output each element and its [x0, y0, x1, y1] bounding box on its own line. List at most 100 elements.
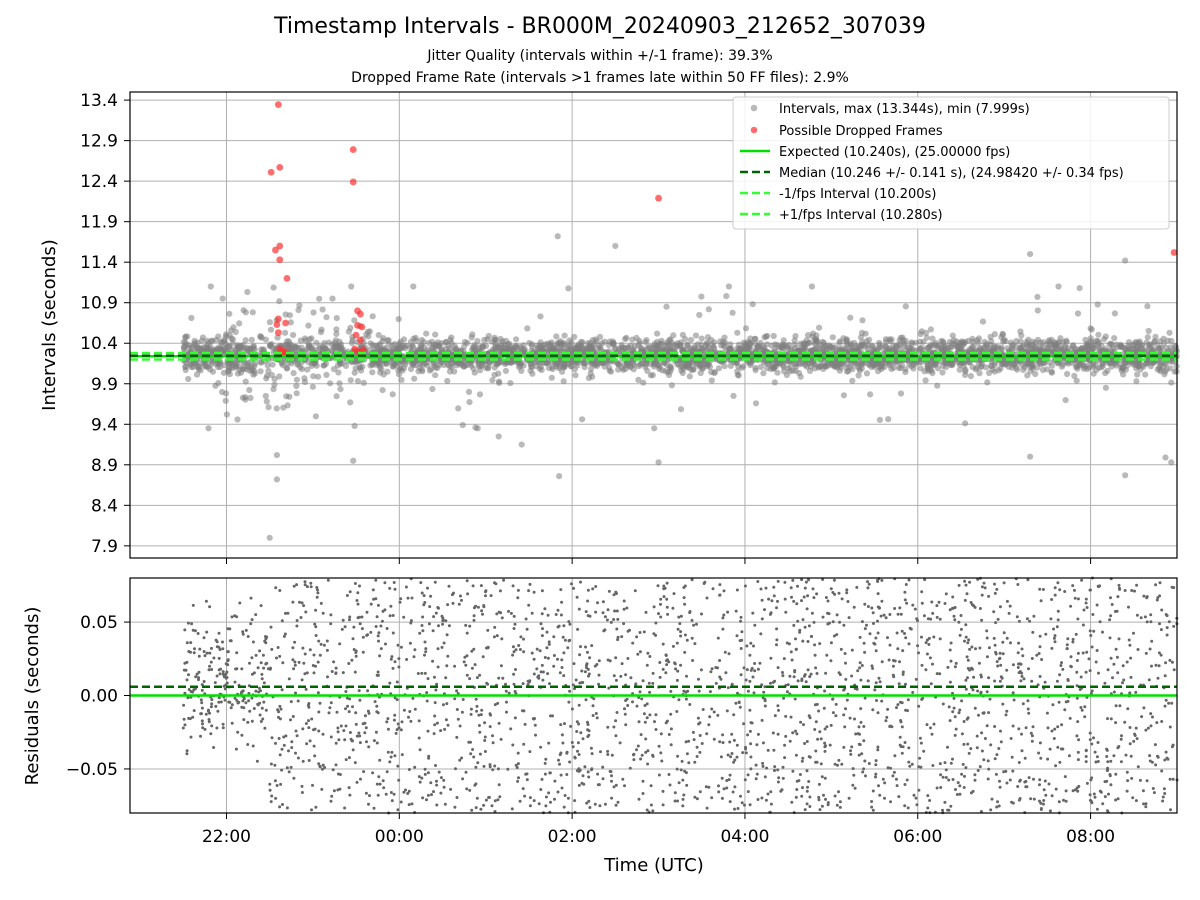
- residual-point: [278, 805, 282, 809]
- residual-point: [461, 777, 465, 781]
- residual-point: [644, 750, 648, 754]
- interval-point: [423, 330, 430, 337]
- residual-point: [866, 605, 870, 608]
- residual-point: [407, 768, 411, 771]
- residual-point: [187, 673, 190, 677]
- residual-point: [1107, 792, 1110, 796]
- interval-point: [296, 302, 303, 309]
- residual-point: [224, 662, 228, 666]
- residual-point: [568, 760, 572, 764]
- residual-point: [852, 605, 856, 609]
- residual-point: [242, 718, 246, 722]
- residual-point: [975, 746, 979, 750]
- residual-point: [273, 763, 277, 767]
- interval-point: [956, 366, 963, 373]
- residual-point: [304, 722, 308, 725]
- residual-point: [677, 781, 681, 785]
- interval-point: [757, 363, 765, 371]
- residual-point: [906, 698, 910, 702]
- residual-point: [546, 672, 550, 676]
- interval-point: [677, 363, 684, 370]
- residual-point: [575, 720, 579, 724]
- residual-point: [528, 804, 532, 808]
- dropped-frame-point: [272, 246, 279, 254]
- residual-point: [246, 720, 250, 724]
- residual-point: [1017, 619, 1021, 623]
- residual-point: [493, 625, 497, 629]
- interval-point: [390, 360, 397, 367]
- residual-point: [721, 733, 725, 737]
- residual-point: [1038, 634, 1042, 638]
- interval-point: [398, 376, 405, 383]
- residual-point: [315, 595, 319, 599]
- residual-point: [980, 731, 984, 735]
- residual-point: [478, 752, 482, 756]
- residual-point: [803, 586, 807, 590]
- interval-point: [1048, 362, 1056, 369]
- residual-point: [930, 732, 934, 736]
- residual-point: [230, 615, 234, 619]
- residual-point: [877, 784, 880, 788]
- residual-point: [1030, 734, 1034, 738]
- residual-point: [203, 654, 207, 658]
- interval-point: [513, 336, 520, 343]
- residual-point: [389, 791, 393, 794]
- interval-point: [593, 350, 600, 357]
- interval-point: [860, 341, 868, 348]
- residual-point: [808, 795, 812, 799]
- residual-point: [522, 742, 526, 746]
- residual-point: [777, 708, 780, 712]
- residual-point: [359, 777, 362, 781]
- interval-point: [734, 329, 741, 336]
- interval-point: [1122, 472, 1129, 479]
- residual-point: [712, 737, 716, 741]
- residual-point: [488, 712, 492, 716]
- interval-point: [740, 363, 747, 370]
- interval-point: [698, 335, 705, 342]
- interval-point: [664, 339, 671, 346]
- residual-point: [418, 748, 422, 752]
- interval-point: [986, 369, 993, 377]
- residual-point: [1154, 763, 1158, 767]
- residual-point: [1020, 749, 1024, 753]
- residual-point: [840, 597, 844, 601]
- residual-point: [898, 660, 901, 664]
- residual-point: [735, 755, 739, 759]
- interval-point: [209, 368, 217, 375]
- residual-point: [776, 768, 780, 772]
- residual-point: [590, 752, 594, 756]
- interval-point: [762, 333, 770, 340]
- residual-point: [727, 652, 731, 656]
- residual-point: [995, 753, 999, 757]
- interval-point: [351, 422, 358, 429]
- interval-point: [202, 363, 209, 370]
- residual-point: [817, 798, 821, 802]
- residual-point: [491, 734, 494, 738]
- residual-point: [972, 675, 976, 679]
- interval-point: [929, 335, 936, 342]
- interval-point: [939, 369, 946, 376]
- residual-point: [493, 703, 497, 707]
- interval-point: [698, 293, 705, 300]
- interval-point: [606, 367, 613, 374]
- residual-point: [738, 705, 742, 709]
- residual-point: [307, 719, 310, 723]
- residual-point: [1039, 756, 1043, 760]
- interval-point: [518, 441, 525, 448]
- residual-point: [238, 601, 242, 605]
- interval-point: [849, 377, 856, 384]
- residual-point: [1001, 640, 1005, 644]
- interval-point: [1079, 362, 1087, 369]
- residual-point: [1056, 745, 1060, 749]
- residual-point: [1048, 809, 1052, 813]
- residual-point: [807, 780, 811, 783]
- interval-point: [969, 364, 976, 371]
- residual-point: [400, 753, 404, 757]
- residual-point: [783, 580, 787, 584]
- residual-point: [1118, 704, 1122, 708]
- residual-point: [241, 699, 245, 703]
- residual-point: [845, 588, 849, 592]
- residual-point: [903, 741, 907, 744]
- residual-point: [628, 628, 631, 632]
- residual-point: [681, 804, 685, 808]
